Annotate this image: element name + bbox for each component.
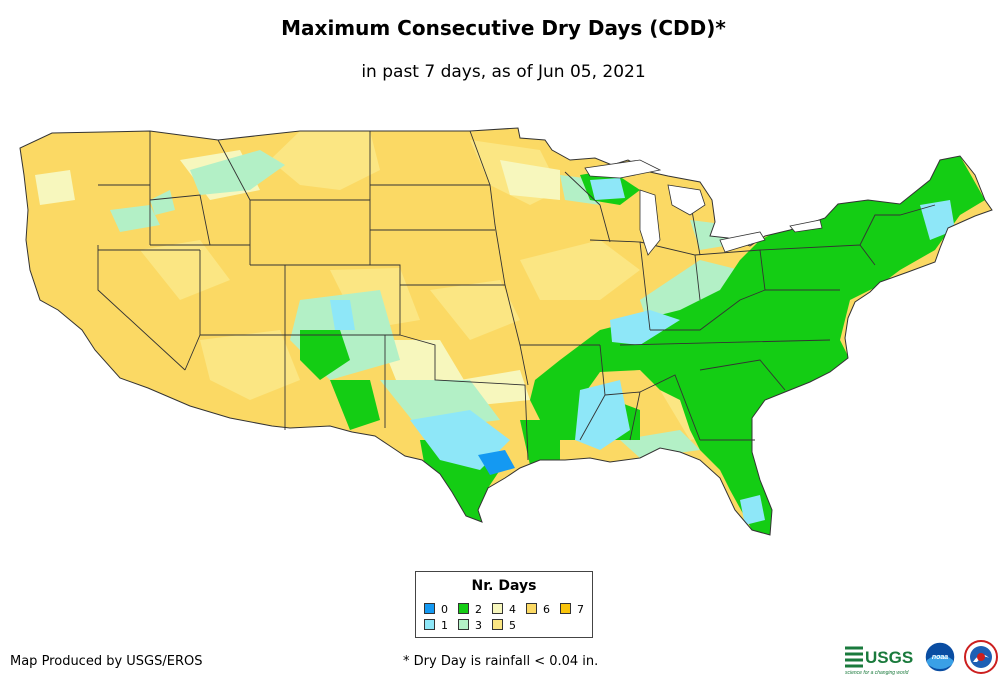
- legend-item-6: 6: [526, 603, 550, 616]
- nws-logo: [964, 640, 998, 674]
- legend-label: 7: [577, 603, 584, 616]
- legend-swatch: [560, 603, 571, 614]
- legend-swatch: [492, 603, 503, 614]
- legend-label: 6: [543, 603, 550, 616]
- legend-label: 5: [509, 619, 516, 632]
- map-subtitle: in past 7 days, as of Jun 05, 2021: [361, 62, 646, 82]
- state-boundaries: [97, 130, 936, 461]
- legend-swatch: [492, 619, 503, 630]
- great-lakes: [584, 159, 823, 256]
- precipitation-field: [20, 128, 992, 535]
- noaa-logo: noaa: [924, 641, 956, 673]
- legend-swatch: [424, 619, 435, 630]
- legend-item-3: 3: [458, 619, 482, 632]
- usgs-tagline: science for a changing world: [845, 670, 909, 676]
- credit-text: Map Produced by USGS/EROS: [10, 654, 203, 669]
- legend-item-7: 7: [560, 603, 584, 616]
- legend-title: Nr. Days: [471, 578, 537, 594]
- usgs-wordmark: USGS: [865, 648, 913, 667]
- legend: Nr. Days 0 1 2 3 4 5 6 7: [415, 571, 593, 638]
- legend-item-0: 0: [424, 603, 448, 616]
- usgs-logo: USGS science for a changing world: [845, 646, 913, 676]
- legend-item-2: 2: [458, 603, 482, 616]
- legend-label: 0: [441, 603, 448, 616]
- us-outline: [19, 127, 993, 536]
- legend-label: 4: [509, 603, 516, 616]
- legend-item-5: 5: [492, 619, 516, 632]
- map-title: Maximum Consecutive Dry Days (CDD)*: [281, 16, 726, 40]
- legend-swatch: [458, 619, 469, 630]
- footnote-text: * Dry Day is rainfall < 0.04 in.: [403, 654, 599, 669]
- legend-item-4: 4: [492, 603, 516, 616]
- legend-label: 3: [475, 619, 482, 632]
- legend-label: 1: [441, 619, 448, 632]
- legend-item-1: 1: [424, 619, 448, 632]
- legend-label: 2: [475, 603, 482, 616]
- agency-logos: USGS science for a changing world noaa: [845, 640, 998, 676]
- legend-swatch: [424, 603, 435, 614]
- legend-swatch: [458, 603, 469, 614]
- noaa-wordmark: noaa: [932, 654, 948, 661]
- legend-swatch: [526, 603, 537, 614]
